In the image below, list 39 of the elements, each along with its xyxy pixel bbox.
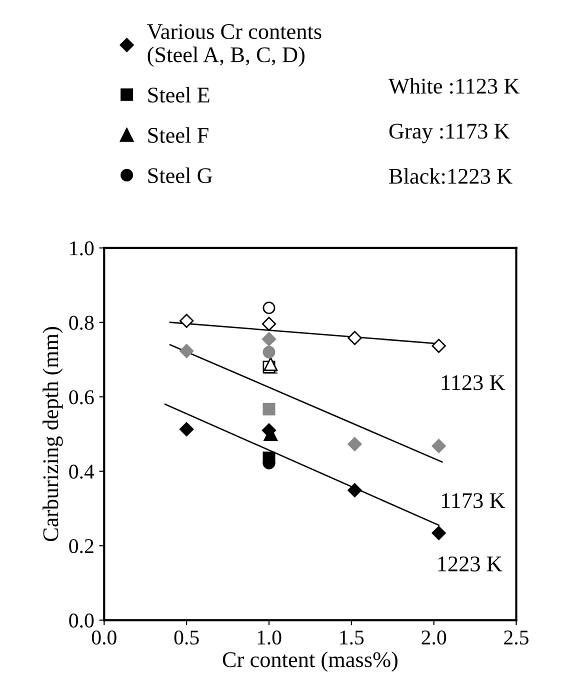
point	[180, 314, 194, 328]
point	[432, 338, 446, 353]
point	[262, 316, 276, 331]
x-axis-title: Cr content (mass%)	[222, 652, 398, 672]
x-tick-label: 1.5	[340, 630, 364, 645]
y-tick-label: 0.6	[69, 390, 94, 404]
y-tick-label: 0.0	[69, 614, 94, 628]
x-tick-label: 2.0	[422, 630, 446, 645]
text: White :1123 K	[388, 78, 520, 94]
x-tick-label: 2.5	[504, 630, 528, 645]
annotation: 1173 K	[442, 493, 506, 508]
x-tick-label: 0.0	[92, 630, 116, 645]
point	[262, 346, 276, 358]
text: Gray :1173 K	[389, 124, 510, 144]
legend-label: Steel F	[148, 127, 208, 143]
x-tick-label: 1.0	[258, 630, 282, 645]
point	[348, 437, 362, 452]
y-tick-label: 0.4	[69, 464, 94, 479]
point	[432, 438, 446, 454]
text: Black:1223 K	[389, 168, 512, 184]
y-tick-label: 1.0	[70, 241, 94, 256]
y-tick-label: 0.2	[69, 539, 94, 554]
point	[348, 483, 362, 498]
point	[432, 526, 446, 540]
point	[180, 422, 194, 436]
point	[180, 344, 194, 358]
legend-label: Various Cr contents (Steel A, B, C, D)	[147, 24, 322, 67]
x-tick-label: 0.5	[174, 630, 199, 645]
legend-label: Steel G	[148, 168, 212, 184]
annotation: 1223 K	[438, 556, 502, 572]
annotation: 1123 K	[442, 375, 506, 390]
y-tick-label: 0.8	[69, 316, 94, 330]
point	[348, 330, 362, 346]
legend-label: Steel E	[148, 86, 210, 103]
point	[262, 332, 276, 346]
point	[262, 302, 276, 314]
point	[264, 357, 278, 372]
y-axis-title: Carburizing depth (mm)	[42, 327, 63, 542]
point	[262, 402, 276, 416]
